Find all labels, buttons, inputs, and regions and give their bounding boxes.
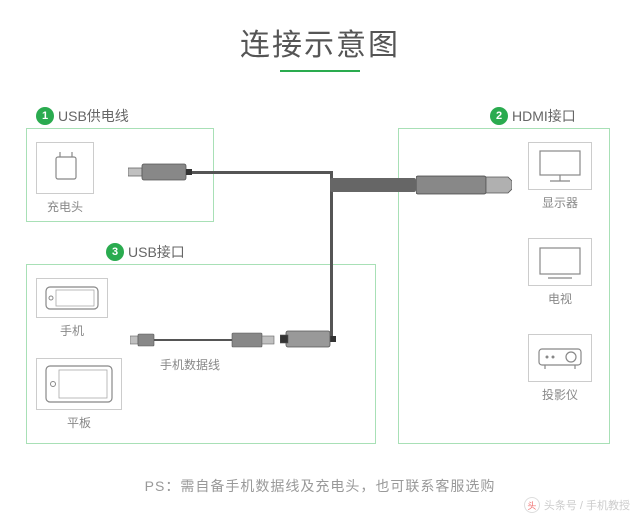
monitor-caption: 显示器	[528, 194, 592, 211]
label-usb-port-text: USB接口	[128, 242, 185, 262]
hdmi-connector	[416, 172, 512, 203]
diagram-canvas: 1 USB供电线 2 HDMI接口 3 USB接口 充电头	[0, 92, 640, 472]
usb-a-connector-1	[128, 160, 192, 189]
toutiao-icon: 头	[524, 497, 540, 513]
tablet-group: 平板	[36, 358, 122, 431]
monitor-box	[528, 142, 592, 190]
phone-icon	[44, 285, 100, 311]
bottom-attribution: 头 头条号 / 手机教授	[524, 497, 630, 513]
tv-caption: 电视	[528, 290, 592, 307]
tablet-box	[36, 358, 122, 410]
charger-icon	[48, 151, 82, 185]
label-usb-power: 1 USB供电线	[36, 106, 129, 126]
projector-icon	[535, 343, 585, 373]
label-usb-power-text: USB供电线	[58, 106, 129, 126]
footer-note: PS：需自备手机数据线及充电头，也可联系客服选购	[0, 476, 640, 496]
phone-box	[36, 278, 108, 318]
cable-v1	[330, 171, 333, 337]
monitor-group: 显示器	[528, 142, 592, 211]
cable-h2b	[330, 178, 416, 192]
charger-group: 充电头	[36, 142, 94, 215]
num-3: 3	[106, 243, 124, 261]
bottom-tag-text: 头条号 / 手机教授	[544, 497, 630, 513]
charger-caption: 充电头	[36, 198, 94, 215]
tablet-icon	[44, 364, 114, 404]
data-cable-group	[130, 330, 276, 355]
usb-f-connector	[280, 328, 336, 355]
phone-group: 手机	[36, 278, 108, 339]
num-1: 1	[36, 107, 54, 125]
label-hdmi-text: HDMI接口	[512, 106, 576, 126]
cable-h1	[192, 171, 332, 174]
tv-group: 电视	[528, 238, 592, 307]
data-cable-caption: 手机数据线	[160, 356, 220, 373]
projector-box	[528, 334, 592, 382]
num-2: 2	[490, 107, 508, 125]
projector-caption: 投影仪	[528, 386, 592, 403]
phone-caption: 手机	[36, 322, 108, 339]
projector-group: 投影仪	[528, 334, 592, 403]
charger-box	[36, 142, 94, 194]
tv-icon	[536, 244, 584, 280]
tv-box	[528, 238, 592, 286]
title-underline	[280, 70, 360, 72]
label-usb-port: 3 USB接口	[106, 242, 185, 262]
tablet-caption: 平板	[36, 414, 122, 431]
page-title: 连接示意图	[0, 0, 640, 64]
label-hdmi: 2 HDMI接口	[490, 106, 576, 126]
monitor-icon	[536, 147, 584, 185]
